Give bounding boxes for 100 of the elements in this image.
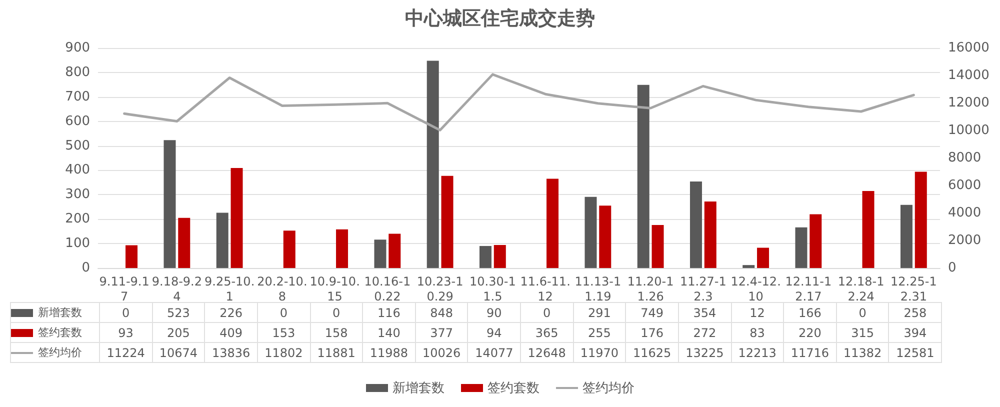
text: 新增套数	[392, 381, 444, 396]
bar	[178, 218, 190, 268]
x-tick-label: 11.27-12.3	[680, 274, 726, 304]
bar	[479, 246, 492, 268]
bar	[652, 224, 664, 268]
data-label: 13225	[678, 342, 731, 362]
x-tick-label: 10.23-10.29	[416, 274, 464, 304]
data-label: 0	[257, 302, 310, 322]
bar	[441, 176, 454, 268]
bar	[914, 172, 927, 268]
y-tick-label: 200	[65, 212, 90, 227]
data-label: 315	[836, 322, 889, 342]
y-tick-label: 600	[65, 114, 90, 129]
data-label: 523	[152, 302, 205, 322]
bar	[704, 202, 716, 268]
data-label: 11988	[362, 342, 416, 362]
bar	[164, 140, 176, 268]
y2-tick-label: 14000	[948, 68, 990, 83]
data-label: 220	[784, 322, 836, 342]
x-tick-label: 12.25-12.31	[890, 274, 937, 304]
x-tick-label: 9.18-9.24	[152, 274, 202, 304]
data-label: 848	[415, 302, 468, 322]
bar	[546, 178, 559, 268]
x-tick-label: 12.18-12.24	[838, 274, 884, 304]
y2-tick-label: 8000	[948, 150, 982, 166]
bar	[862, 191, 874, 268]
text: 签约套数	[488, 381, 540, 396]
x-tick-label: 10.9-10.15	[310, 274, 360, 304]
data-label: 153	[257, 322, 310, 342]
x-tick-label: 11.20-11.26	[627, 274, 674, 304]
data-label: 0	[100, 302, 152, 322]
bar	[230, 168, 243, 268]
x-tick-label: 12.11-12.17	[785, 274, 832, 304]
bar	[690, 181, 702, 268]
bar	[283, 230, 296, 268]
data-label: 11716	[784, 342, 836, 362]
y-tick-label: 500	[65, 138, 90, 154]
y2-tick-label: 16000	[948, 40, 990, 56]
data-label: 10026	[415, 342, 468, 362]
data-label: 14077	[468, 342, 520, 362]
y-tick-label: 0	[82, 260, 90, 276]
x-tick-label: 9.11-9.17	[99, 274, 150, 304]
data-label: 205	[152, 322, 205, 342]
bar	[810, 214, 822, 268]
y2-tick-label: 0	[948, 260, 956, 276]
data-label: 12648	[520, 342, 574, 362]
data-label: 11802	[257, 342, 310, 362]
data-label: 140	[362, 322, 416, 342]
x-tick-label: 11.6-11.12	[520, 274, 570, 304]
data-label: 11625	[626, 342, 678, 362]
bar	[216, 212, 228, 268]
data-label: 116	[362, 302, 416, 322]
data-label: 749	[626, 302, 678, 322]
x-tick-label: 10.30-11.5	[470, 274, 516, 304]
data-label: 226	[204, 302, 258, 322]
bar	[795, 227, 808, 268]
data-label: 13836	[204, 342, 258, 362]
legend-label: 签约套数	[10, 322, 100, 342]
data-label: 158	[310, 322, 363, 342]
y2-tick-label: 12000	[948, 96, 990, 110]
y2-tick-label: 2000	[948, 233, 982, 248]
x-tick-label: 12.4-12.10	[730, 274, 781, 304]
data-label: 12	[731, 302, 784, 322]
legend-label: 签约均价	[10, 342, 100, 362]
data-label: 11224	[100, 342, 152, 362]
data-label: 12213	[731, 342, 784, 362]
bar	[900, 204, 912, 268]
data-label: 354	[678, 302, 731, 322]
x-tick-label: 10.16-10.22	[364, 274, 411, 304]
y-tick-label: 100	[65, 236, 90, 252]
data-label: 394	[888, 322, 942, 342]
bar	[757, 248, 770, 268]
data-label: 377	[415, 322, 468, 342]
data-label: 258	[888, 302, 942, 322]
data-label: 83	[731, 322, 784, 342]
y2-tick-label: 10000	[948, 123, 990, 138]
bar	[336, 229, 348, 268]
data-label: 365	[520, 322, 574, 342]
data-label: 0	[310, 302, 363, 322]
line-series	[123, 73, 915, 132]
data-label: 0	[520, 302, 574, 322]
bar	[637, 84, 650, 268]
y-tick-label: 800	[65, 64, 90, 80]
chart-title: 中心城区住宅成交走势	[405, 8, 595, 30]
y-tick-label: 400	[65, 162, 90, 178]
data-label: 11881	[310, 342, 363, 362]
data-label: 166	[784, 302, 836, 322]
y-tick-label: 900	[65, 40, 90, 56]
data-label: 11970	[573, 342, 626, 362]
text: 签约均价	[582, 381, 634, 396]
bar	[494, 245, 506, 268]
data-label: 93	[100, 322, 152, 342]
y2-tick-label: 4000	[948, 206, 982, 220]
bar	[426, 60, 439, 268]
legend-label: 新增套数	[10, 302, 100, 322]
y2-tick-label: 6000	[948, 178, 982, 193]
x-tick-label: 20.2-10.8	[257, 274, 308, 304]
data-label: 12581	[888, 342, 942, 362]
y-tick-label: 300	[65, 187, 90, 202]
bar	[374, 240, 386, 268]
